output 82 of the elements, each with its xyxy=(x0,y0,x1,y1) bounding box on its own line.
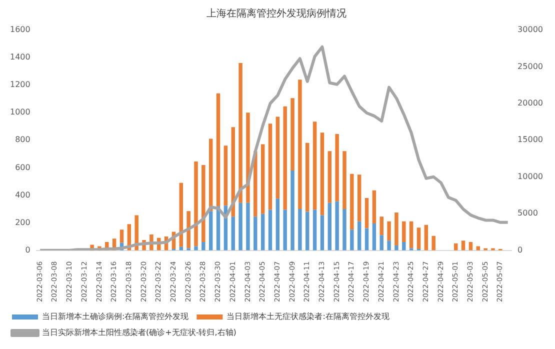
legend-label: 当日新增本土无症状感染者:在隔离管控外发现 xyxy=(226,312,390,322)
y-tick-label: 200 xyxy=(15,218,30,227)
bar xyxy=(357,174,362,222)
legend-label: 当日实际新增本土阳性感染者(确诊+无症状-转归,右轴) xyxy=(42,328,236,338)
bar xyxy=(238,63,242,203)
bar xyxy=(268,210,272,250)
bar xyxy=(409,221,414,248)
bar xyxy=(402,242,406,250)
bar xyxy=(424,224,428,250)
legend-label: 当日新增本土确诊病例:在隔离管控外发现 xyxy=(42,312,189,322)
y-tick-label: 1600 xyxy=(10,25,30,34)
bar xyxy=(246,202,250,250)
bar xyxy=(194,246,198,250)
bar xyxy=(350,230,354,250)
bar xyxy=(476,246,480,250)
bar xyxy=(372,223,376,250)
y2-tick-label: 10000 xyxy=(518,172,544,181)
bar xyxy=(432,236,436,250)
bar xyxy=(372,190,376,224)
bar xyxy=(380,235,384,250)
bar xyxy=(461,240,466,250)
bar xyxy=(208,211,213,250)
bar xyxy=(120,230,124,243)
y-tick-label: 1400 xyxy=(10,52,30,62)
y2-tick-label: 5000 xyxy=(518,208,538,218)
bar xyxy=(364,198,369,228)
bar xyxy=(328,151,332,203)
bar xyxy=(306,212,310,250)
bar xyxy=(260,214,265,250)
bar xyxy=(306,142,310,212)
bar xyxy=(402,221,406,242)
bar xyxy=(260,144,265,214)
y-tick-label: 400 xyxy=(15,190,30,200)
bar xyxy=(416,228,421,249)
chart-title: 上海在隔离管控外发现病例情况 xyxy=(206,8,346,20)
bar xyxy=(468,242,473,250)
bar xyxy=(238,202,242,250)
bar xyxy=(276,116,280,199)
bar xyxy=(298,209,302,250)
bar xyxy=(364,228,369,250)
y-tick-label: 1000 xyxy=(10,108,30,117)
bar xyxy=(342,151,346,210)
bar xyxy=(312,210,317,250)
bar xyxy=(224,146,228,206)
y2-tick-label: 0 xyxy=(518,245,523,254)
y2-tick-label: 15000 xyxy=(518,135,544,144)
bar xyxy=(254,216,258,250)
bar xyxy=(394,246,398,250)
y2-tick-label: 25000 xyxy=(518,62,544,71)
bar xyxy=(320,215,324,250)
bar xyxy=(194,162,198,246)
bar xyxy=(298,80,302,210)
y2-tick-label: 30000 xyxy=(518,25,544,34)
y-tick-label: 0 xyxy=(25,245,30,254)
bar xyxy=(231,216,235,250)
y-tick-label: 800 xyxy=(15,135,30,144)
bar xyxy=(186,211,190,248)
bar xyxy=(276,198,280,250)
bar xyxy=(387,240,391,250)
y-tick-label: 1200 xyxy=(10,80,30,90)
bar xyxy=(134,215,138,250)
y2-tick-label: 20000 xyxy=(518,98,544,108)
bar xyxy=(290,170,294,250)
bar xyxy=(394,212,398,246)
y-tick-label: 600 xyxy=(15,162,30,172)
bar xyxy=(290,98,294,170)
bar xyxy=(216,93,220,206)
bar xyxy=(283,106,287,210)
bar xyxy=(320,132,324,216)
bar xyxy=(387,221,391,241)
bar xyxy=(380,216,384,236)
bar xyxy=(335,134,339,202)
bar xyxy=(335,201,339,250)
bar xyxy=(357,221,362,250)
bar xyxy=(268,124,272,210)
bar xyxy=(342,209,346,250)
bar xyxy=(312,122,317,210)
bar xyxy=(283,210,287,250)
bar xyxy=(202,242,206,250)
bar xyxy=(202,164,206,242)
bar xyxy=(328,202,332,250)
bar xyxy=(350,174,354,230)
